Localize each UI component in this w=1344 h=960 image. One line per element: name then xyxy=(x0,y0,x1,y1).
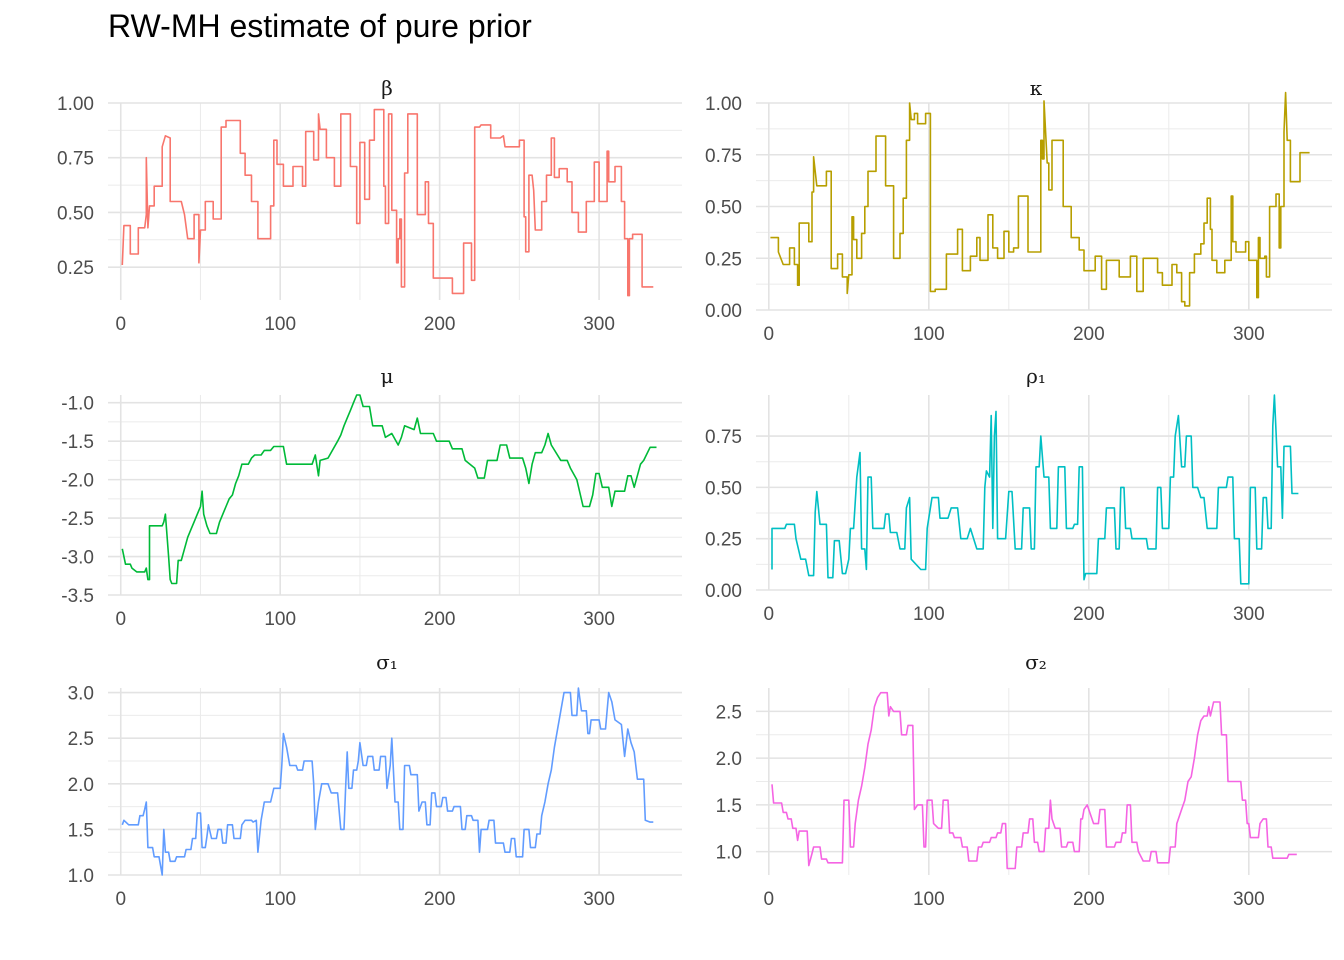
y-tick-label: 0.75 xyxy=(705,427,742,448)
panel-beta: 0.25 0.50 0.75 1.00 0 100 200 300 β xyxy=(57,76,682,335)
x-tick-label: 300 xyxy=(1233,889,1265,910)
y-tick-label: 0.25 xyxy=(705,249,742,270)
y-tick-label: -3.0 xyxy=(61,548,94,569)
x-tick-label: 100 xyxy=(913,324,945,345)
y-tick-label: 0.00 xyxy=(705,301,742,322)
x-tick-label: 100 xyxy=(913,604,945,625)
x-tick-label: 300 xyxy=(583,889,615,910)
y-tick-label: 1.0 xyxy=(68,866,94,887)
page-title: RW-MH estimate of pure prior xyxy=(108,8,532,44)
y-tick-label: 0.25 xyxy=(57,258,94,279)
y-tick-label: 1.00 xyxy=(57,94,94,115)
facet-label-kappa: κ xyxy=(1030,76,1043,100)
series-line-sigma2 xyxy=(771,691,1297,870)
y-tick-label: 1.00 xyxy=(705,94,742,115)
y-tick-label: 0.75 xyxy=(705,146,742,167)
panel-mu: -3.5 -3.0 -2.5 -2.0 -1.5 -1.0 0 100 200 300 μ xyxy=(61,364,682,630)
facet-label-mu: μ xyxy=(381,364,394,388)
panel-kappa: 0.00 0.25 0.50 0.75 1.00 0 100 200 300 κ xyxy=(705,76,1332,345)
x-tick-label: 300 xyxy=(1233,324,1265,345)
x-tick-label: 100 xyxy=(264,889,296,910)
x-tick-label: 0 xyxy=(764,889,775,910)
facet-label-sigma2: σ₂ xyxy=(1025,650,1047,674)
y-tick-label: -1.0 xyxy=(61,394,94,415)
y-tick-label: 0.00 xyxy=(705,581,742,602)
x-tick-label: 300 xyxy=(583,314,615,335)
x-tick-label: 300 xyxy=(583,609,615,630)
x-tick-label: 200 xyxy=(1073,889,1105,910)
x-tick-label: 200 xyxy=(424,889,456,910)
y-tick-label: 2.0 xyxy=(68,775,94,796)
y-tick-label: 0.50 xyxy=(705,478,742,499)
y-tick-label: 2.0 xyxy=(716,749,742,770)
y-tick-label: 2.5 xyxy=(716,702,742,723)
y-tick-label: 1.5 xyxy=(68,820,94,841)
y-tick-label: -2.0 xyxy=(61,471,94,492)
x-tick-label: 200 xyxy=(424,609,456,630)
x-tick-label: 200 xyxy=(424,314,456,335)
y-tick-label: 0.50 xyxy=(705,198,742,219)
y-tick-label: 0.25 xyxy=(705,530,742,551)
x-tick-label: 100 xyxy=(264,609,296,630)
panel-sigma2: 1.0 1.5 2.0 2.5 0 100 200 300 σ₂ xyxy=(716,650,1332,910)
x-tick-label: 200 xyxy=(1073,324,1105,345)
y-tick-label: 0.50 xyxy=(57,203,94,224)
x-tick-label: 0 xyxy=(764,324,775,345)
y-tick-label: -1.5 xyxy=(61,432,94,453)
x-tick-label: 0 xyxy=(115,609,126,630)
x-tick-label: 200 xyxy=(1073,604,1105,625)
x-tick-label: 0 xyxy=(115,889,126,910)
y-tick-label: 1.5 xyxy=(716,796,742,817)
series-line-kappa xyxy=(770,91,1310,307)
panel-sigma1: 1.0 1.5 2.0 2.5 3.0 0 100 200 300 σ₁ xyxy=(68,650,682,910)
x-tick-label: 100 xyxy=(264,314,296,335)
x-tick-label: 300 xyxy=(1233,604,1265,625)
y-tick-label: 0.75 xyxy=(57,149,94,170)
x-tick-label: 0 xyxy=(764,604,775,625)
series-line-sigma1 xyxy=(121,687,654,876)
x-tick-label: 0 xyxy=(115,314,126,335)
y-tick-label: -2.5 xyxy=(61,509,94,530)
series-line-mu xyxy=(121,394,657,585)
series-line-rho1 xyxy=(771,394,1299,585)
y-tick-label: 3.0 xyxy=(68,684,94,705)
facet-label-sigma1: σ₁ xyxy=(376,650,398,674)
y-tick-label: 2.5 xyxy=(68,729,94,750)
y-tick-label: 1.0 xyxy=(716,843,742,864)
x-tick-label: 100 xyxy=(913,889,945,910)
facet-label-rho1: ρ₁ xyxy=(1026,364,1046,388)
facet-label-beta: β xyxy=(381,76,393,100)
series-line-beta xyxy=(121,108,654,297)
y-tick-label: -3.5 xyxy=(61,586,94,607)
panel-rho1: 0.00 0.25 0.50 0.75 0 100 200 300 ρ₁ xyxy=(705,364,1332,625)
